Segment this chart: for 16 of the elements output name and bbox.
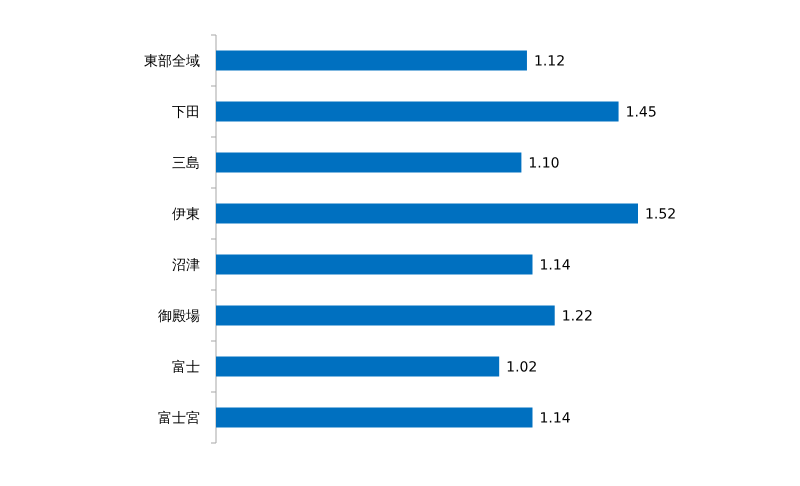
data-label: 1.45 [626, 104, 657, 120]
data-label: 1.14 [540, 410, 571, 426]
y-tick-label: 富士宮 [158, 410, 200, 426]
y-tick-label: 御殿場 [158, 308, 200, 324]
y-tick-label: 伊東 [172, 206, 200, 222]
data-label: 1.22 [562, 308, 593, 324]
y-tick-label: 三島 [172, 156, 200, 172]
y-tick-label: 富士 [172, 360, 200, 376]
data-label: 1.10 [528, 156, 560, 172]
data-label: 1.14 [540, 258, 571, 274]
data-label: 1.02 [506, 360, 538, 376]
y-tick-label: 沼津 [172, 258, 200, 274]
y-tick-label: 東部全域 [144, 54, 200, 70]
y-tick-label: 下田 [172, 104, 200, 120]
data-label: 1.52 [645, 206, 676, 222]
data-label: 1.12 [534, 54, 566, 70]
